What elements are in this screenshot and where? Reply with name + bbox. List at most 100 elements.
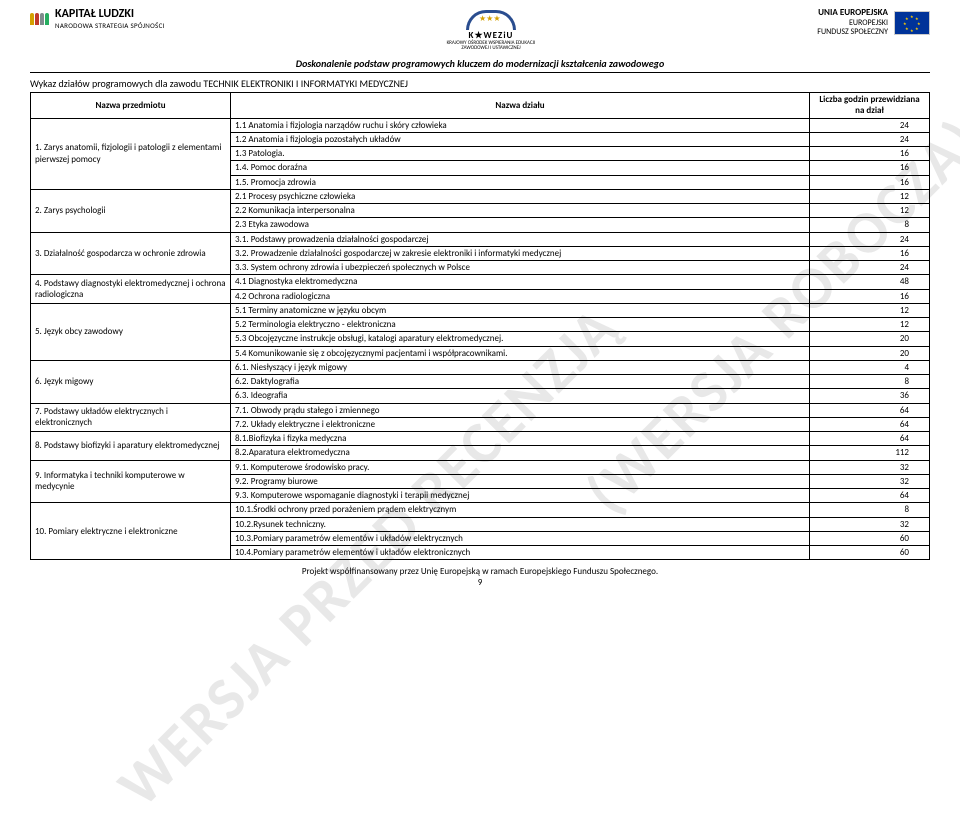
section-cell: 4.1 Diagnostyka elektromedyczna <box>231 275 810 289</box>
section-cell: 1.5. Promocja zdrowia <box>231 175 810 189</box>
logo-header: KAPITAŁ LUDZKI NARODOWA STRATEGIA SPÓJNO… <box>0 0 960 55</box>
subject-cell: 3. Działalność gospodarcza w ochronie zd… <box>31 232 231 275</box>
eu-flag-icon: ★ ★ ★ ★ ★ ★ ★ ★ <box>894 11 930 35</box>
table-row: 5. Język obcy zawodowy5.1 Terminy anatom… <box>31 303 930 317</box>
section-cell: 4.2 Ochrona radiologiczna <box>231 289 810 303</box>
hours-cell: 36 <box>810 389 930 403</box>
table-row: 10. Pomiary elektryczne i elektroniczne1… <box>31 503 930 517</box>
subject-cell: 1. Zarys anatomii, fizjologii i patologi… <box>31 118 231 189</box>
hours-cell: 64 <box>810 432 930 446</box>
subject-cell: 5. Język obcy zawodowy <box>31 303 231 360</box>
section-cell: 6.3. Ideografia <box>231 389 810 403</box>
hours-cell: 24 <box>810 132 930 146</box>
hours-cell: 12 <box>810 204 930 218</box>
eu-line3: FUNDUSZ SPOŁECZNY <box>817 28 888 38</box>
footer-text: Projekt współfinansowany przez Unię Euro… <box>0 566 960 577</box>
hours-cell: 24 <box>810 118 930 132</box>
koweziu-logo: ★★★ K★WEZiU KRAJOWY OŚRODEK WSPIERANIA E… <box>447 8 536 51</box>
hours-cell: 12 <box>810 303 930 317</box>
section-cell: 1.1 Anatomia i fizjologia narządów ruchu… <box>231 118 810 132</box>
table-row: 9. Informatyka i techniki komputerowe w … <box>31 460 930 474</box>
section-cell: 3.3. System ochrony zdrowia i ubezpiecze… <box>231 261 810 275</box>
kl-title: KAPITAŁ LUDZKI <box>55 8 165 21</box>
section-cell: 10.2.Rysunek techniczny. <box>231 517 810 531</box>
section-cell: 10.3.Pomiary parametrów elementów i ukła… <box>231 531 810 545</box>
subject-cell: 9. Informatyka i techniki komputerowe w … <box>31 460 231 503</box>
section-cell: 5.3 Obcojęzyczne instrukcje obsługi, kat… <box>231 332 810 346</box>
table-row: 2. Zarys psychologii2.1 Procesy psychicz… <box>31 189 930 203</box>
hours-cell: 60 <box>810 531 930 545</box>
hours-cell: 64 <box>810 489 930 503</box>
page-title: Doskonalenie podstaw programowych klucze… <box>30 57 930 73</box>
subject-cell: 7. Podstawy układów elektrycznych i elek… <box>31 403 231 432</box>
section-cell: 1.2 Anatomia i fizjologia pozostałych uk… <box>231 132 810 146</box>
kl-subtitle: NARODOWA STRATEGIA SPÓJNOŚCI <box>55 21 165 30</box>
section-cell: 8.2.Aparatura elektromedyczna <box>231 446 810 460</box>
hours-cell: 16 <box>810 147 930 161</box>
table-row: 7. Podstawy układów elektrycznych i elek… <box>31 403 930 417</box>
section-cell: 3.2. Prowadzenie działalności gospodarcz… <box>231 246 810 260</box>
hours-cell: 16 <box>810 246 930 260</box>
hours-cell: 20 <box>810 332 930 346</box>
section-cell: 10.1.Środki ochrony przed porażeniem prą… <box>231 503 810 517</box>
hours-cell: 24 <box>810 232 930 246</box>
table-row: 1. Zarys anatomii, fizjologii i patologi… <box>31 118 930 132</box>
page-number: 9 <box>0 577 960 588</box>
section-cell: 2.2 Komunikacja interpersonalna <box>231 204 810 218</box>
section-cell: 9.2. Programy biurowe <box>231 474 810 488</box>
table-row: 8. Podstawy biofizyki i aparatury elektr… <box>31 432 930 446</box>
subject-cell: 6. Język migowy <box>31 360 231 403</box>
hours-cell: 8 <box>810 503 930 517</box>
hours-cell: 64 <box>810 417 930 431</box>
subject-cell: 2. Zarys psychologii <box>31 189 231 232</box>
hours-cell: 112 <box>810 446 930 460</box>
hours-cell: 16 <box>810 289 930 303</box>
section-cell: 7.1. Obwody prądu stałego i zmiennego <box>231 403 810 417</box>
section-cell: 7.2. Układy elektryczne i elektroniczne <box>231 417 810 431</box>
hours-cell: 64 <box>810 403 930 417</box>
eu-logo: UNIA EUROPEJSKA EUROPEJSKI FUNDUSZ SPOŁE… <box>817 8 930 38</box>
section-cell: 9.3. Komputerowe wspomaganie diagnostyki… <box>231 489 810 503</box>
section-cell: 5.2 Terminologia elektryczno - elektroni… <box>231 318 810 332</box>
section-cell: 6.1. Niesłyszący i język migowy <box>231 360 810 374</box>
hours-cell: 12 <box>810 189 930 203</box>
table-row: 3. Działalność gospodarcza w ochronie zd… <box>31 232 930 246</box>
kapital-ludzki-logo: KAPITAŁ LUDZKI NARODOWA STRATEGIA SPÓJNO… <box>30 8 165 30</box>
kl-people-icon <box>30 13 49 25</box>
col-section-header: Nazwa działu <box>231 93 810 119</box>
hours-cell: 16 <box>810 161 930 175</box>
section-cell: 1.4. Pomoc doraźna <box>231 161 810 175</box>
table-row: 6. Język migowy6.1. Niesłyszący i język … <box>31 360 930 374</box>
section-cell: 6.2. Daktylografia <box>231 375 810 389</box>
page-subtitle: Wykaz działów programowych dla zawodu TE… <box>30 77 930 90</box>
koweziu-sub2: ZAWODOWEJ I USTAWICZNEJ <box>447 46 536 51</box>
subject-cell: 10. Pomiary elektryczne i elektroniczne <box>31 503 231 560</box>
hours-cell: 4 <box>810 360 930 374</box>
section-cell: 3.1. Podstawy prowadzenia działalności g… <box>231 232 810 246</box>
hours-cell: 60 <box>810 546 930 560</box>
hours-cell: 24 <box>810 261 930 275</box>
section-cell: 2.3 Etyka zawodowa <box>231 218 810 232</box>
hours-cell: 32 <box>810 474 930 488</box>
hours-cell: 32 <box>810 517 930 531</box>
hours-cell: 12 <box>810 318 930 332</box>
hours-cell: 8 <box>810 218 930 232</box>
section-cell: 10.4.Pomiary parametrów elementów i ukła… <box>231 546 810 560</box>
subject-cell: 8. Podstawy biofizyki i aparatury elektr… <box>31 432 231 461</box>
hours-cell: 48 <box>810 275 930 289</box>
hours-cell: 20 <box>810 346 930 360</box>
hours-cell: 32 <box>810 460 930 474</box>
section-cell: 2.1 Procesy psychiczne człowieka <box>231 189 810 203</box>
section-cell: 1.3 Patologia. <box>231 147 810 161</box>
subject-cell: 4. Podstawy diagnostyki elektromedycznej… <box>31 275 231 304</box>
koweziu-icon: ★★★ <box>461 8 521 28</box>
table-row: 4. Podstawy diagnostyki elektromedycznej… <box>31 275 930 289</box>
hours-cell: 8 <box>810 375 930 389</box>
section-cell: 5.4 Komunikowanie się z obcojęzycznymi p… <box>231 346 810 360</box>
section-cell: 9.1. Komputerowe środowisko pracy. <box>231 460 810 474</box>
hours-cell: 16 <box>810 175 930 189</box>
col-subject-header: Nazwa przedmiotu <box>31 93 231 119</box>
table-header-row: Nazwa przedmiotu Nazwa działu Liczba god… <box>31 93 930 119</box>
curriculum-table: Nazwa przedmiotu Nazwa działu Liczba god… <box>30 92 930 560</box>
col-hours-header: Liczba godzin przewidziana na dział <box>810 93 930 119</box>
